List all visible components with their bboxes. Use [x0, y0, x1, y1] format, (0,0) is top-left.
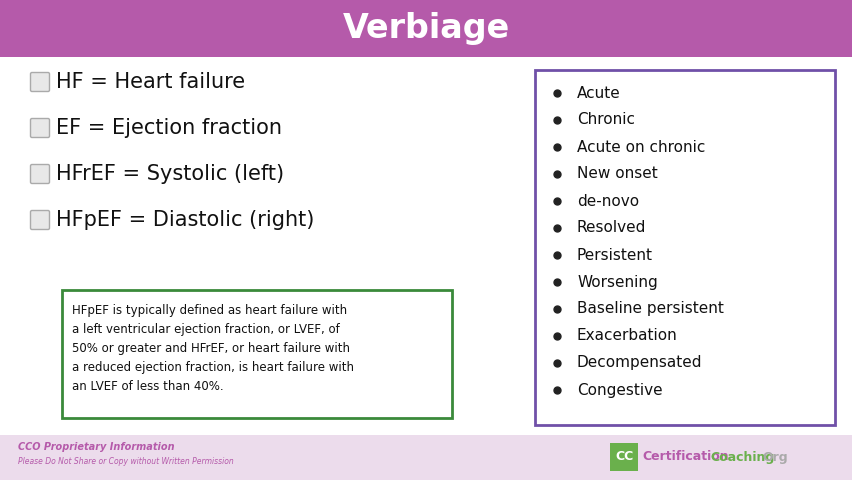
- Text: Congestive: Congestive: [577, 383, 663, 397]
- FancyBboxPatch shape: [31, 119, 49, 137]
- FancyBboxPatch shape: [31, 211, 49, 229]
- Text: an LVEF of less than 40%.: an LVEF of less than 40%.: [72, 380, 223, 393]
- FancyBboxPatch shape: [535, 70, 835, 425]
- Text: Coaching: Coaching: [710, 451, 774, 464]
- FancyBboxPatch shape: [0, 435, 852, 480]
- Text: Certification: Certification: [642, 451, 728, 464]
- Text: Baseline persistent: Baseline persistent: [577, 301, 724, 316]
- Text: Exacerbation: Exacerbation: [577, 328, 677, 344]
- Text: Chronic: Chronic: [577, 112, 635, 128]
- Text: HFrEF = Systolic (left): HFrEF = Systolic (left): [56, 164, 284, 184]
- Text: Acute: Acute: [577, 85, 621, 100]
- Text: CCO Proprietary Information: CCO Proprietary Information: [18, 442, 175, 452]
- FancyBboxPatch shape: [610, 443, 638, 471]
- Text: HFpEF = Diastolic (right): HFpEF = Diastolic (right): [56, 210, 314, 230]
- Text: Acute on chronic: Acute on chronic: [577, 140, 705, 155]
- Text: Worsening: Worsening: [577, 275, 658, 289]
- Text: a left ventricular ejection fraction, or LVEF, of: a left ventricular ejection fraction, or…: [72, 323, 340, 336]
- Text: Resolved: Resolved: [577, 220, 647, 236]
- FancyBboxPatch shape: [31, 165, 49, 183]
- FancyBboxPatch shape: [0, 0, 852, 57]
- Text: Decompensated: Decompensated: [577, 356, 703, 371]
- Text: HFpEF is typically defined as heart failure with: HFpEF is typically defined as heart fail…: [72, 304, 347, 317]
- Text: New onset: New onset: [577, 167, 658, 181]
- Text: Please Do Not Share or Copy without Written Permission: Please Do Not Share or Copy without Writ…: [18, 456, 233, 466]
- Text: Org: Org: [762, 451, 787, 464]
- Text: Persistent: Persistent: [577, 248, 653, 263]
- Text: Verbiage: Verbiage: [343, 12, 509, 45]
- Text: CC: CC: [615, 451, 633, 464]
- Text: EF = Ejection fraction: EF = Ejection fraction: [56, 118, 282, 138]
- Text: a reduced ejection fraction, is heart failure with: a reduced ejection fraction, is heart fa…: [72, 361, 354, 374]
- Text: HF = Heart failure: HF = Heart failure: [56, 72, 245, 92]
- FancyBboxPatch shape: [31, 72, 49, 92]
- FancyBboxPatch shape: [62, 290, 452, 418]
- Text: de-novo: de-novo: [577, 193, 639, 208]
- Text: 50% or greater and HFrEF, or heart failure with: 50% or greater and HFrEF, or heart failu…: [72, 342, 350, 355]
